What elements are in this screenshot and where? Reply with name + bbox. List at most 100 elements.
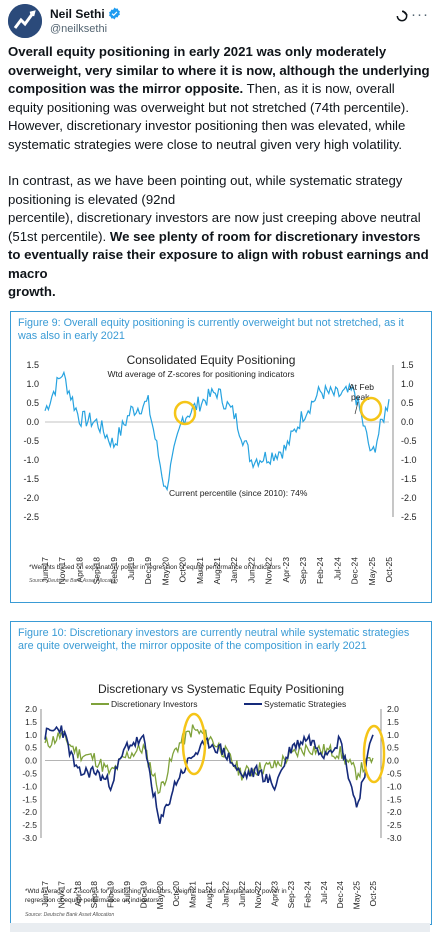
grok-icon[interactable]	[395, 9, 409, 28]
x-tick-label: Jun-22	[237, 881, 247, 907]
x-tick-label: Aug-21	[212, 557, 222, 585]
annotation-current-percentile: Current percentile (since 2010): 74%	[169, 488, 308, 498]
x-tick-label: Sep-18	[92, 557, 102, 585]
x-tick-label: Nov-17	[57, 557, 67, 585]
tweet-text: Overall equity positioning in early 2021…	[8, 43, 432, 302]
x-tick-label: Oct-20	[178, 557, 188, 583]
y-tick-label-left: 0.5	[25, 743, 37, 753]
y-tick-label-left: 0.0	[25, 756, 37, 766]
x-tick-label: Apr-18	[74, 557, 84, 583]
y-tick-label-left: 2.0	[25, 704, 37, 714]
image-scroll-edge	[10, 923, 430, 932]
highlight-circle-2025	[362, 724, 386, 784]
chart-consolidated-positioning: Consolidated Equity Positioning Wtd avera…	[23, 353, 417, 586]
figure-10-footnote-a: *Wtd average of Z-scores for positioning…	[25, 888, 287, 895]
x-tick-label: Jan-22	[229, 557, 239, 583]
y-tick-label-left: 1.0	[26, 379, 39, 389]
y-tick-label-right: -1.0	[387, 781, 402, 791]
tweet-bold-text: We see plenty of room for discretionary …	[8, 228, 429, 281]
legend-label-discretionary: Discretionary Investors	[111, 699, 197, 709]
tweet-text-span: Then, as it is now, overall equity posit…	[8, 81, 409, 152]
x-tick-label: Dec-19	[143, 557, 153, 585]
tweet-text-span: In contrast, as we have been pointing ou…	[8, 173, 403, 207]
more-icon[interactable]: ···	[411, 6, 429, 23]
x-tick-label: Apr-23	[270, 881, 280, 907]
verified-badge-icon	[108, 7, 120, 20]
x-tick-label: Jun-17	[40, 881, 50, 907]
figure-9-footnote: *Weights based on explanatory power in r…	[29, 564, 281, 571]
y-tick-label-right: -2.5	[387, 820, 402, 830]
tweet-bold-text: growth.	[8, 284, 56, 299]
chart-discretionary-vs-systematic: Discretionary vs Systematic Equity Posit…	[22, 682, 402, 918]
x-tick-label: Sep-18	[89, 881, 99, 909]
tweet-header: Neil Sethi @neilksethi ···	[8, 4, 431, 44]
y-tick-label-left: -0.5	[22, 769, 37, 779]
y-tick-label-right: 1.0	[387, 730, 399, 740]
highlight-circle-2021	[181, 712, 207, 776]
author-name[interactable]: Neil Sethi	[50, 7, 121, 21]
highlight-circle-2025	[359, 396, 383, 422]
x-tick-label: Jun-17	[40, 557, 50, 583]
avatar[interactable]	[8, 4, 42, 38]
figure-10[interactable]: Figure 10: Discretionary investors are c…	[10, 621, 432, 925]
x-tick-label: Mar-21	[188, 881, 198, 908]
y-tick-label-left: -1.5	[23, 474, 39, 484]
x-tick-label: Apr-18	[73, 881, 83, 907]
y-tick-label-left: -1.0	[23, 455, 39, 465]
highlight-circle-2021	[173, 400, 197, 426]
chart-title: Discretionary vs Systematic Equity Posit…	[98, 682, 344, 696]
y-tick-label-right: 0.0	[387, 756, 399, 766]
y-tick-label-left: 1.5	[26, 360, 39, 370]
figure-9[interactable]: Figure 9: Overall equity positioning is …	[10, 311, 432, 603]
y-tick-label-left: -1.0	[22, 781, 37, 791]
figure-10-footnote-b: regression of equity performance on indi…	[25, 897, 159, 904]
x-tick-label: May-20	[160, 557, 170, 586]
y-tick-label-right: 0.5	[387, 743, 399, 753]
y-tick-label-left: 1.0	[25, 730, 37, 740]
y-tick-label-right: 1.0	[401, 379, 414, 389]
y-tick-label-right: 1.5	[401, 360, 414, 370]
y-tick-label-left: -2.0	[23, 493, 39, 503]
x-tick-label: Nov-22	[264, 557, 274, 585]
x-tick-label: Jul-19	[122, 881, 132, 904]
annotation-feb-peak-2: peak	[351, 392, 370, 402]
x-tick-label: Dec-24	[350, 557, 360, 585]
x-tick-label: Feb-24	[315, 557, 325, 584]
x-tick-label: Nov-17	[56, 881, 66, 909]
chart-title: Consolidated Equity Positioning	[127, 353, 296, 367]
author-handle[interactable]: @neilksethi	[50, 23, 108, 35]
x-tick-label: May-20	[155, 881, 165, 910]
y-tick-label-right: 0.0	[401, 417, 414, 427]
x-tick-label: Jan-22	[220, 881, 230, 907]
tweet-text-span: percentile), discretionary investors are…	[8, 210, 421, 244]
annotation-arrow	[354, 401, 359, 415]
x-tick-label: Aug-21	[204, 881, 214, 909]
tweet-bold-text: Overall equity positioning in early 2021…	[8, 44, 430, 96]
y-tick-label-left: 0.5	[26, 398, 39, 408]
chart-subtitle: Wtd average of Z-scores for positioning …	[107, 369, 294, 379]
tweet-paragraph-1: Overall equity positioning in early 2021…	[8, 43, 432, 154]
y-tick-label-right: -2.0	[401, 493, 417, 503]
y-tick-label-left: 1.5	[25, 717, 37, 727]
y-tick-label-right: -3.0	[387, 833, 402, 843]
x-tick-label: May-25	[352, 881, 362, 910]
y-tick-label-right: -2.0	[387, 807, 402, 817]
y-tick-label-left: -1.5	[22, 794, 37, 804]
x-tick-label: Oct-25	[384, 557, 394, 583]
y-tick-label-right: -1.5	[387, 794, 402, 804]
x-tick-label: Sep-23	[286, 881, 296, 909]
x-tick-label: Dec-19	[138, 881, 148, 909]
x-tick-label: Feb-19	[109, 557, 119, 584]
x-tick-label: Oct-25	[368, 881, 378, 907]
y-tick-label-right: 1.5	[387, 717, 399, 727]
legend-label-systematic: Systematic Strategies	[264, 699, 346, 709]
series-line-discretionary	[44, 724, 374, 795]
y-tick-label-right: 0.5	[401, 398, 414, 408]
figure-9-caption: Figure 9: Overall equity positioning is …	[18, 317, 404, 342]
x-tick-label: Apr-23	[281, 557, 291, 583]
x-tick-label: Mar-21	[195, 557, 205, 584]
x-tick-label: Jun-22	[246, 557, 256, 583]
series-line-systematic	[44, 725, 374, 824]
y-tick-label-right: -1.5	[401, 474, 417, 484]
x-tick-label: Jul-24	[332, 557, 342, 580]
